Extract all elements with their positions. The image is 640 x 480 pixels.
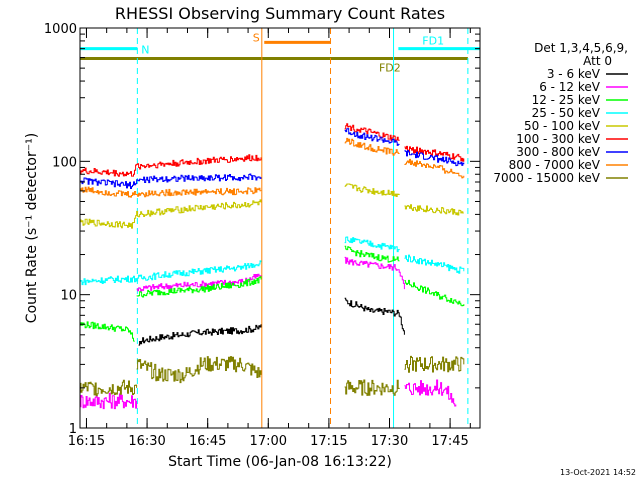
legend-header-line-1: Det 1,3,4,5,6,9, xyxy=(534,41,628,55)
series-lines xyxy=(80,123,465,410)
y-axis-ticks: 1 10 100 1000 xyxy=(44,22,480,437)
y-tick-label: 100 xyxy=(52,155,77,170)
y-tick-label: 1 xyxy=(69,422,77,437)
series-line xyxy=(344,123,400,142)
series-3-6-kev xyxy=(138,297,405,346)
legend-entry-label: 100 - 300 keV xyxy=(516,132,600,146)
x-tick-label: 17:30 xyxy=(371,434,408,449)
series-line xyxy=(344,245,400,263)
y-axis-label: Count Rate (s⁻¹ detector⁻¹) xyxy=(24,133,40,323)
flag-label: S xyxy=(253,31,260,44)
series-line xyxy=(344,297,405,335)
y-tick-label: 10 xyxy=(60,289,77,304)
series-line xyxy=(80,173,262,189)
series-line xyxy=(404,355,465,373)
series-12-25-kev xyxy=(80,245,465,342)
series-line xyxy=(404,204,464,216)
series-100-300-kev xyxy=(80,123,465,177)
x-tick-label: 17:45 xyxy=(431,434,468,449)
legend-entry-label: 3 - 6 keV xyxy=(547,67,601,81)
series-line xyxy=(404,379,457,407)
series-line xyxy=(404,150,465,167)
chart-title: RHESSI Observing Summary Count Rates xyxy=(115,4,445,23)
x-axis-ticks: 16:15 16:30 16:45 17:00 17:15 17:30 17:45 xyxy=(68,28,471,449)
series-line xyxy=(136,356,262,384)
legend-entry-label: 800 - 7000 keV xyxy=(509,158,601,172)
series-line xyxy=(404,145,465,162)
x-tick-label: 17:15 xyxy=(310,434,347,449)
series-line xyxy=(80,392,138,410)
series-line xyxy=(80,321,135,342)
series-line xyxy=(344,137,400,156)
series-line xyxy=(138,324,262,346)
x-tick-label: 17:00 xyxy=(250,434,287,449)
series-line xyxy=(404,254,465,274)
y-tick-label: 1000 xyxy=(44,22,77,37)
series-line xyxy=(404,279,465,307)
x-axis-label: Start Time (06-Jan-08 16:13:22) xyxy=(168,454,392,470)
legend-entry-label: 50 - 100 keV xyxy=(524,119,601,133)
series-line xyxy=(344,236,400,253)
series-line xyxy=(344,379,400,396)
series-line xyxy=(344,128,400,146)
x-tick-label: 16:30 xyxy=(128,434,165,449)
legend-entry-label: 12 - 25 keV xyxy=(532,93,601,107)
flag-label: N xyxy=(141,44,149,57)
flag-label: FD2 xyxy=(379,62,401,75)
series-7000-15000-kev xyxy=(80,355,465,397)
series-line xyxy=(80,260,262,286)
series-line xyxy=(80,186,262,198)
x-tick-label: 16:45 xyxy=(189,434,226,449)
legend-entry-label: 300 - 800 keV xyxy=(516,145,600,159)
legend-entry-label: 7000 - 15000 keV xyxy=(493,171,600,185)
flag-label: FD1 xyxy=(422,35,444,48)
timestamp-label: 13-Oct-2021 14:52 xyxy=(560,468,636,477)
series-line xyxy=(344,256,405,290)
series-line xyxy=(136,276,262,298)
legend-entry-label: 25 - 50 keV xyxy=(532,106,601,120)
series-line xyxy=(80,379,138,397)
flag-bars: N S FD1 FD2 xyxy=(80,31,480,75)
series-25-50-kev xyxy=(80,236,465,286)
x-tick-label: 16:15 xyxy=(68,434,105,449)
series-line xyxy=(404,158,465,179)
series-800-7000-kev xyxy=(80,137,465,198)
series-line xyxy=(344,183,400,197)
series-50-100-kev xyxy=(80,183,464,229)
series-line xyxy=(80,199,262,229)
legend-entry-label: 6 - 12 keV xyxy=(539,80,601,94)
series-6-12-kev xyxy=(80,256,457,410)
series-line xyxy=(80,154,262,177)
series-300-800-kev xyxy=(80,128,465,189)
series-line xyxy=(136,273,262,292)
plot-frame xyxy=(79,27,481,429)
legend-header-line-2: Att 0 xyxy=(583,54,612,68)
